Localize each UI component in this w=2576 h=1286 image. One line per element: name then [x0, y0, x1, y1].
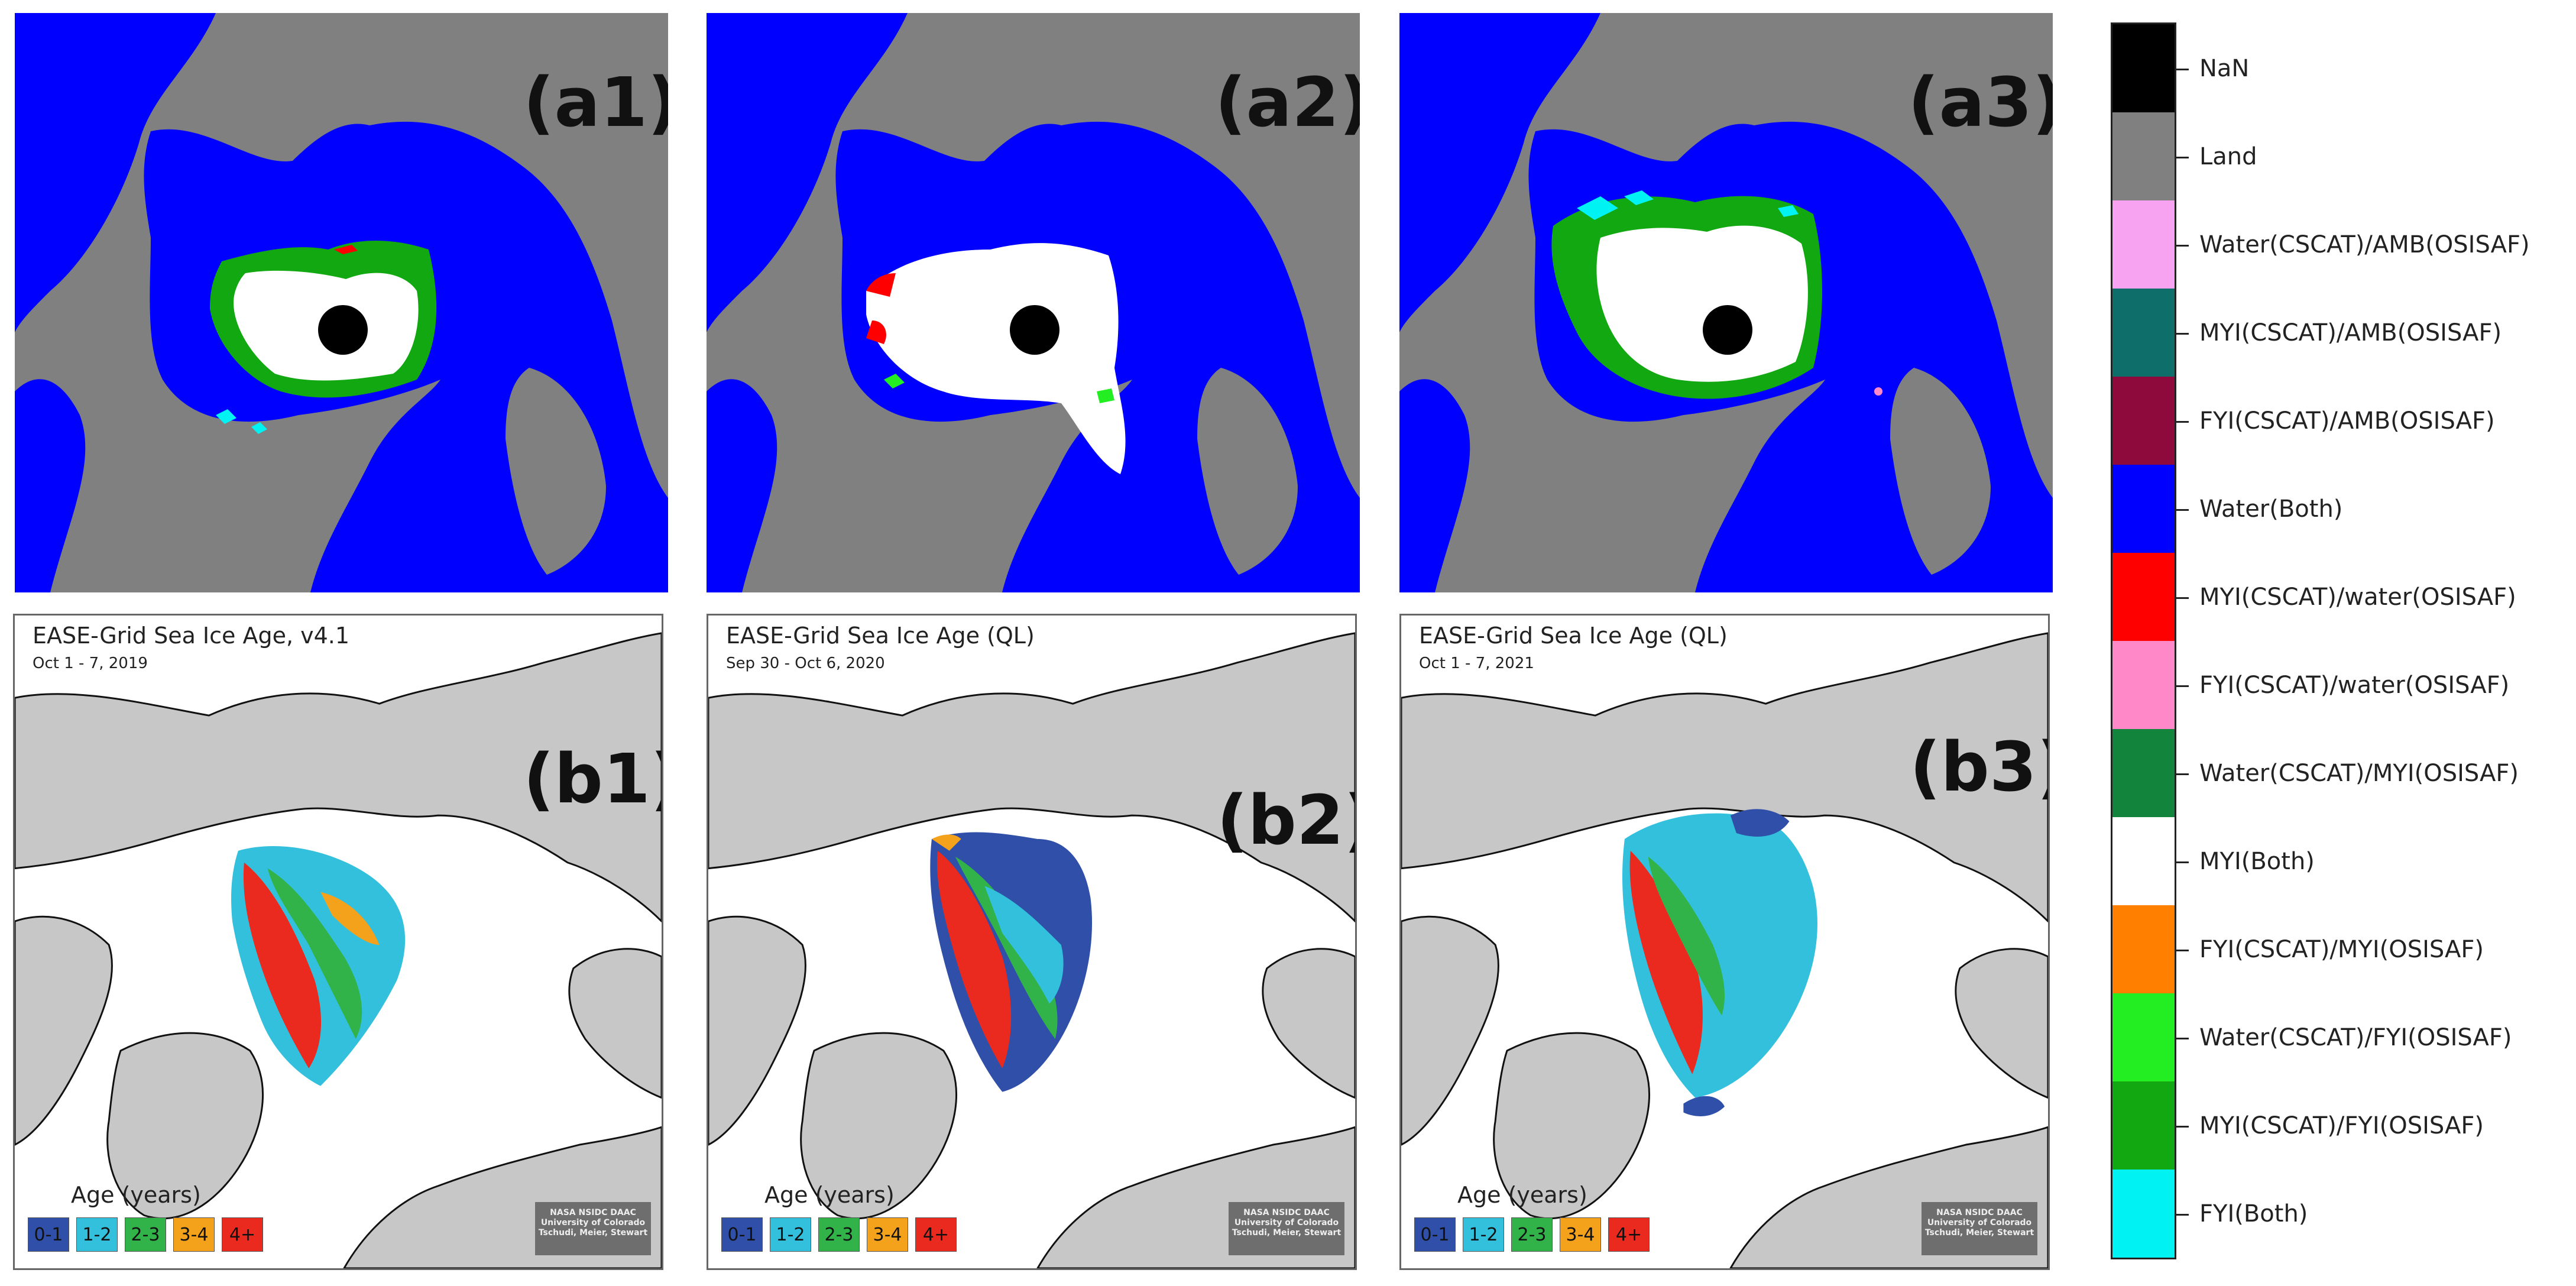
ice-age-date-b2: Sep 30 - Oct 6, 2020 [726, 655, 885, 672]
panel-label-b2: (b2) [1217, 781, 1355, 860]
ice-age-title-b1: EASE-Grid Sea Ice Age, v4.1 [33, 623, 350, 649]
ice-age-title-b2: EASE-Grid Sea Ice Age (QL) [726, 623, 1035, 649]
map-panel-a2: (a2) [707, 13, 1360, 592]
classification-map-a3 [1399, 13, 2053, 592]
legend-swatch-fyi-both [2112, 1170, 2175, 1258]
ice-age-date-b3: Oct 1 - 7, 2021 [1419, 655, 1534, 672]
age-class-0-1: 0-1 [1414, 1217, 1456, 1252]
age-legend-title-b1: Age (years) [71, 1182, 201, 1208]
legend-label-myi-both: MYI(Both) [2199, 847, 2315, 875]
legend-tick [2175, 1037, 2189, 1039]
legend-swatch-water-cscat-amb-osisaf [2112, 200, 2175, 289]
legend-swatch-fyi-cscat-amb-osisaf [2112, 377, 2175, 465]
legend-tick [2175, 244, 2189, 247]
panel-label-b3: (b3) [1910, 728, 2048, 807]
legend-label-myi-cscat-fyi-osisaf: MYI(CSCAT)/FYI(OSISAF) [2199, 1112, 2484, 1139]
age-class-0-1: 0-1 [28, 1217, 69, 1252]
legend-tick [2175, 1125, 2189, 1128]
ice-age-panel-b1: EASE-Grid Sea Ice Age, v4.1 Oct 1 - 7, 2… [13, 614, 663, 1270]
legend-tick [2175, 949, 2189, 951]
credit-badge-b3: NASA NSIDC DAAC University of Colorado T… [1922, 1202, 2037, 1255]
age-class-2-3: 2-3 [1511, 1217, 1553, 1252]
age-class-0-1: 0-1 [721, 1217, 763, 1252]
panel-label-a1: (a1) [523, 63, 668, 142]
legend-tick [2175, 685, 2189, 687]
legend-label-fyi-cscat-myi-osisaf: FYI(CSCAT)/MYI(OSISAF) [2199, 935, 2484, 963]
legend-label-myi-cscat-water-osisaf: MYI(CSCAT)/water(OSISAF) [2199, 583, 2516, 611]
age-legend-title-b3: Age (years) [1457, 1182, 1587, 1208]
age-class-2-3: 2-3 [125, 1217, 166, 1252]
ice-age-title-b3: EASE-Grid Sea Ice Age (QL) [1419, 623, 1728, 649]
age-legend-b2: 0-1 1-2 2-3 3-4 4+ [721, 1217, 957, 1252]
classification-map-a1 [15, 13, 668, 592]
legend-label-nan: NaN [2199, 54, 2250, 82]
legend-tick [2175, 773, 2189, 775]
legend-label-fyi-cscat-amb-osisaf: FYI(CSCAT)/AMB(OSISAF) [2199, 407, 2495, 435]
legend-swatch-water-both [2112, 465, 2175, 553]
age-class-3-4: 3-4 [173, 1217, 215, 1252]
legend-label-water-cscat-myi-osisaf: Water(CSCAT)/MYI(OSISAF) [2199, 759, 2519, 787]
legend-swatch-water-cscat-myi-osisaf [2112, 729, 2175, 817]
credit-badge-b2: NASA NSIDC DAAC University of Colorado T… [1229, 1202, 1344, 1255]
map-panel-a1: (a1) [15, 13, 668, 592]
age-legend-b3: 0-1 1-2 2-3 3-4 4+ [1414, 1217, 1650, 1252]
age-class-1-2: 1-2 [770, 1217, 811, 1252]
legend-label-water-cscat-amb-osisaf: Water(CSCAT)/AMB(OSISAF) [2199, 231, 2530, 258]
legend-swatch-myi-both [2112, 817, 2175, 905]
map-panel-a3: (a3) [1399, 13, 2053, 592]
age-class-1-2: 1-2 [1463, 1217, 1504, 1252]
legend-label-water-cscat-fyi-osisaf: Water(CSCAT)/FYI(OSISAF) [2199, 1023, 2512, 1051]
legend-tick [2175, 597, 2189, 599]
ice-age-map-b3 [1401, 616, 2048, 1268]
legend-swatch-myi-cscat-amb-osisaf [2112, 289, 2175, 377]
age-class-3-4: 3-4 [867, 1217, 908, 1252]
age-class-4-plus: 4+ [1608, 1217, 1650, 1252]
age-class-3-4: 3-4 [1560, 1217, 1601, 1252]
legend-tick [2175, 68, 2189, 70]
ice-age-map-b2 [708, 616, 1355, 1268]
panel-label-b1: (b1) [523, 740, 662, 819]
legend-label-fyi-both: FYI(Both) [2199, 1200, 2308, 1227]
age-class-4-plus: 4+ [222, 1217, 263, 1252]
ice-age-date-b1: Oct 1 - 7, 2019 [33, 655, 148, 672]
legend-label-fyi-cscat-water-osisaf: FYI(CSCAT)/water(OSISAF) [2199, 671, 2510, 699]
ice-age-panel-b3: EASE-Grid Sea Ice Age (QL) Oct 1 - 7, 20… [1399, 614, 2050, 1270]
legend-swatch-fyi-cscat-water-osisaf [2112, 641, 2175, 729]
legend-label-land: Land [2199, 142, 2257, 170]
legend-tick [2175, 861, 2189, 863]
age-legend-b1: 0-1 1-2 2-3 3-4 4+ [28, 1217, 263, 1252]
classification-map-a2 [707, 13, 1360, 592]
panel-label-a3: (a3) [1908, 63, 2053, 142]
legend-colorbar [2111, 22, 2176, 1259]
legend-swatch-water-cscat-fyi-osisaf [2112, 993, 2175, 1081]
legend-tick [2175, 1213, 2189, 1216]
legend-swatch-fyi-cscat-myi-osisaf [2112, 905, 2175, 993]
ice-age-map-b1 [15, 616, 662, 1268]
legend-swatch-myi-cscat-fyi-osisaf [2112, 1081, 2175, 1170]
legend-swatch-myi-cscat-water-osisaf [2112, 553, 2175, 641]
ice-age-panel-b2: EASE-Grid Sea Ice Age (QL) Sep 30 - Oct … [707, 614, 1357, 1270]
legend-swatch-nan [2112, 24, 2175, 112]
legend-swatch-land [2112, 112, 2175, 200]
credit-badge-b1: NASA NSIDC DAAC University of Colorado T… [535, 1202, 651, 1255]
panel-label-a2: (a2) [1215, 63, 1360, 142]
legend-label-myi-cscat-amb-osisaf: MYI(CSCAT)/AMB(OSISAF) [2199, 319, 2502, 346]
age-class-1-2: 1-2 [76, 1217, 118, 1252]
age-class-4-plus: 4+ [915, 1217, 957, 1252]
legend-tick [2175, 420, 2189, 423]
age-class-2-3: 2-3 [818, 1217, 860, 1252]
age-legend-title-b2: Age (years) [764, 1182, 895, 1208]
legend-tick [2175, 332, 2189, 335]
legend-tick [2175, 156, 2189, 158]
legend-label-water-both: Water(Both) [2199, 495, 2343, 523]
legend-tick [2175, 508, 2189, 511]
